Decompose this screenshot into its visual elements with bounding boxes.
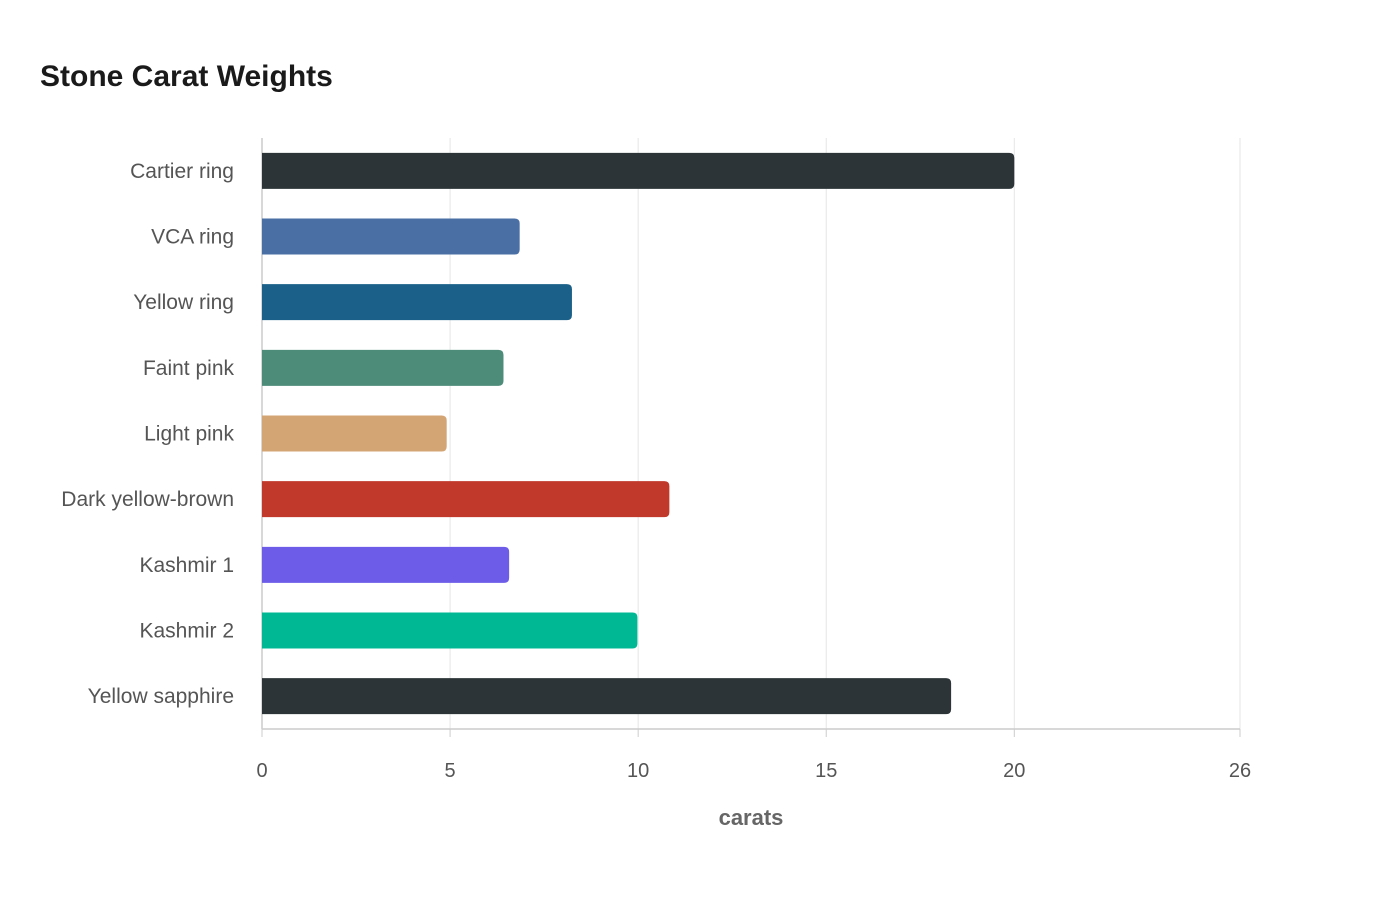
x-tick-label: 15 xyxy=(815,760,837,782)
x-tick-label: 0 xyxy=(256,760,267,782)
category-label: Faint pink xyxy=(143,357,235,380)
x-tick-label: 10 xyxy=(627,760,649,782)
x-tick-labels: 0 5 10 15 20 26 xyxy=(256,760,1251,782)
bar xyxy=(262,218,520,255)
bar xyxy=(262,546,510,583)
x-axis-title: carats xyxy=(719,805,784,830)
x-tick-label: 20 xyxy=(1003,760,1025,782)
category-label: Kashmir 1 xyxy=(139,554,234,577)
category-label: Cartier ring xyxy=(130,160,234,183)
bar xyxy=(262,678,952,715)
bar xyxy=(262,152,1015,189)
category-label: Yellow ring xyxy=(133,291,234,314)
bar xyxy=(262,481,670,518)
category-labels: Cartier ring VCA ring Yellow ring Faint pin… xyxy=(61,160,234,708)
category-label: VCA ring xyxy=(151,226,234,249)
bar xyxy=(262,284,572,321)
category-label: Kashmir 2 xyxy=(139,620,234,643)
bars xyxy=(262,152,1015,715)
bar xyxy=(262,349,504,386)
bar xyxy=(262,612,638,649)
x-tick-label: 26 xyxy=(1229,760,1251,782)
category-label: Dark yellow-brown xyxy=(61,488,234,511)
bar xyxy=(262,415,447,452)
x-tick-label: 5 xyxy=(445,760,456,782)
chart-title: Stone Carat Weights xyxy=(40,60,333,93)
category-label: Light pink xyxy=(144,423,234,446)
category-label: Yellow sapphire xyxy=(88,685,234,708)
